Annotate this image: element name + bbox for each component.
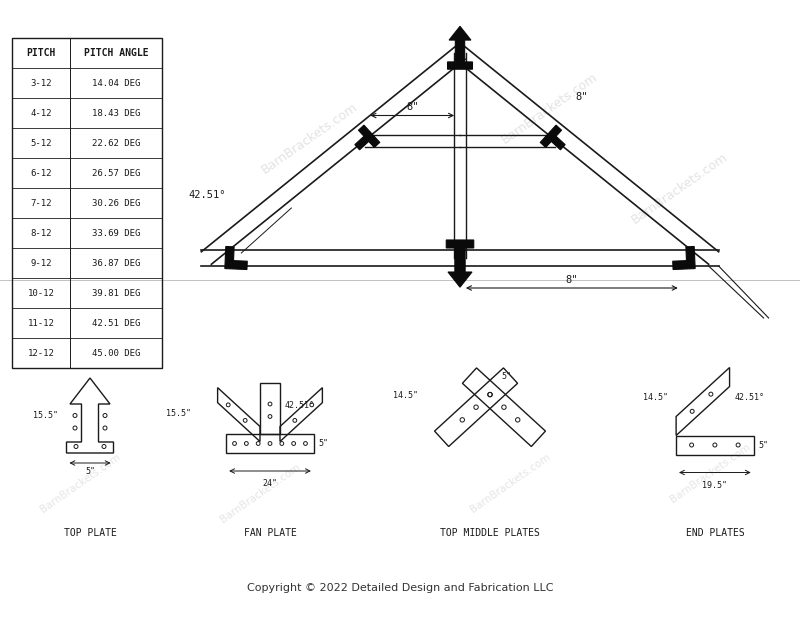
Text: 42.51°: 42.51°: [189, 190, 226, 200]
Text: TOP PLATE: TOP PLATE: [63, 528, 117, 538]
Text: 5": 5": [758, 441, 769, 449]
Text: 30.26 DEG: 30.26 DEG: [92, 198, 140, 208]
Text: 7-12: 7-12: [30, 198, 52, 208]
Text: 14.5": 14.5": [643, 394, 668, 402]
Text: 10-12: 10-12: [27, 289, 54, 297]
Text: 5": 5": [318, 439, 329, 448]
Text: BarnBrackets.com: BarnBrackets.com: [668, 441, 752, 504]
Text: 8": 8": [566, 275, 578, 285]
Text: 42.51 DEG: 42.51 DEG: [92, 318, 140, 328]
Text: 12-12: 12-12: [27, 349, 54, 357]
Text: BarnBrackets.com: BarnBrackets.com: [38, 452, 122, 514]
Text: BarnBrackets.com: BarnBrackets.com: [259, 100, 361, 176]
Text: 15.5": 15.5": [33, 411, 58, 420]
Text: 6-12: 6-12: [30, 169, 52, 177]
Text: 8-12: 8-12: [30, 229, 52, 237]
Text: 24": 24": [262, 479, 278, 488]
Text: 42.51°: 42.51°: [734, 394, 764, 402]
Polygon shape: [446, 240, 474, 287]
Text: 45.00 DEG: 45.00 DEG: [92, 349, 140, 357]
Text: 26.57 DEG: 26.57 DEG: [92, 169, 140, 177]
Polygon shape: [540, 125, 565, 150]
Text: 42.51°: 42.51°: [285, 401, 315, 410]
Text: BarnBrackets.com: BarnBrackets.com: [468, 452, 552, 514]
Text: 8": 8": [575, 93, 588, 103]
Text: 9-12: 9-12: [30, 258, 52, 268]
Text: END PLATES: END PLATES: [686, 528, 744, 538]
Text: 33.69 DEG: 33.69 DEG: [92, 229, 140, 237]
Text: 14.04 DEG: 14.04 DEG: [92, 78, 140, 88]
Text: 22.62 DEG: 22.62 DEG: [92, 138, 140, 148]
Polygon shape: [673, 247, 695, 269]
Polygon shape: [447, 27, 473, 69]
Polygon shape: [225, 247, 247, 269]
Text: 36.87 DEG: 36.87 DEG: [92, 258, 140, 268]
Polygon shape: [355, 125, 380, 150]
Bar: [12, 38, 162, 368]
Text: BarnBrackets.com: BarnBrackets.com: [218, 462, 302, 525]
Text: 5": 5": [501, 372, 511, 381]
Text: 3-12: 3-12: [30, 78, 52, 88]
Text: 5": 5": [85, 467, 95, 476]
Text: 4-12: 4-12: [30, 109, 52, 117]
Text: 14.5": 14.5": [394, 391, 418, 400]
Text: PITCH: PITCH: [26, 48, 56, 58]
Text: 5-12: 5-12: [30, 138, 52, 148]
Text: Copyright © 2022 Detailed Design and Fabrication LLC: Copyright © 2022 Detailed Design and Fab…: [246, 583, 554, 593]
Text: 11-12: 11-12: [27, 318, 54, 328]
Text: 15.5": 15.5": [166, 408, 191, 418]
Text: BarnBrackets.com: BarnBrackets.com: [630, 150, 730, 226]
Text: BarnBrackets.com: BarnBrackets.com: [499, 70, 601, 146]
Text: 19.5": 19.5": [702, 481, 727, 489]
Text: TOP MIDDLE PLATES: TOP MIDDLE PLATES: [440, 528, 540, 538]
Text: 8": 8": [406, 103, 418, 112]
Text: PITCH ANGLE: PITCH ANGLE: [84, 48, 148, 58]
Text: 18.43 DEG: 18.43 DEG: [92, 109, 140, 117]
Text: 39.81 DEG: 39.81 DEG: [92, 289, 140, 297]
Text: FAN PLATE: FAN PLATE: [243, 528, 297, 538]
